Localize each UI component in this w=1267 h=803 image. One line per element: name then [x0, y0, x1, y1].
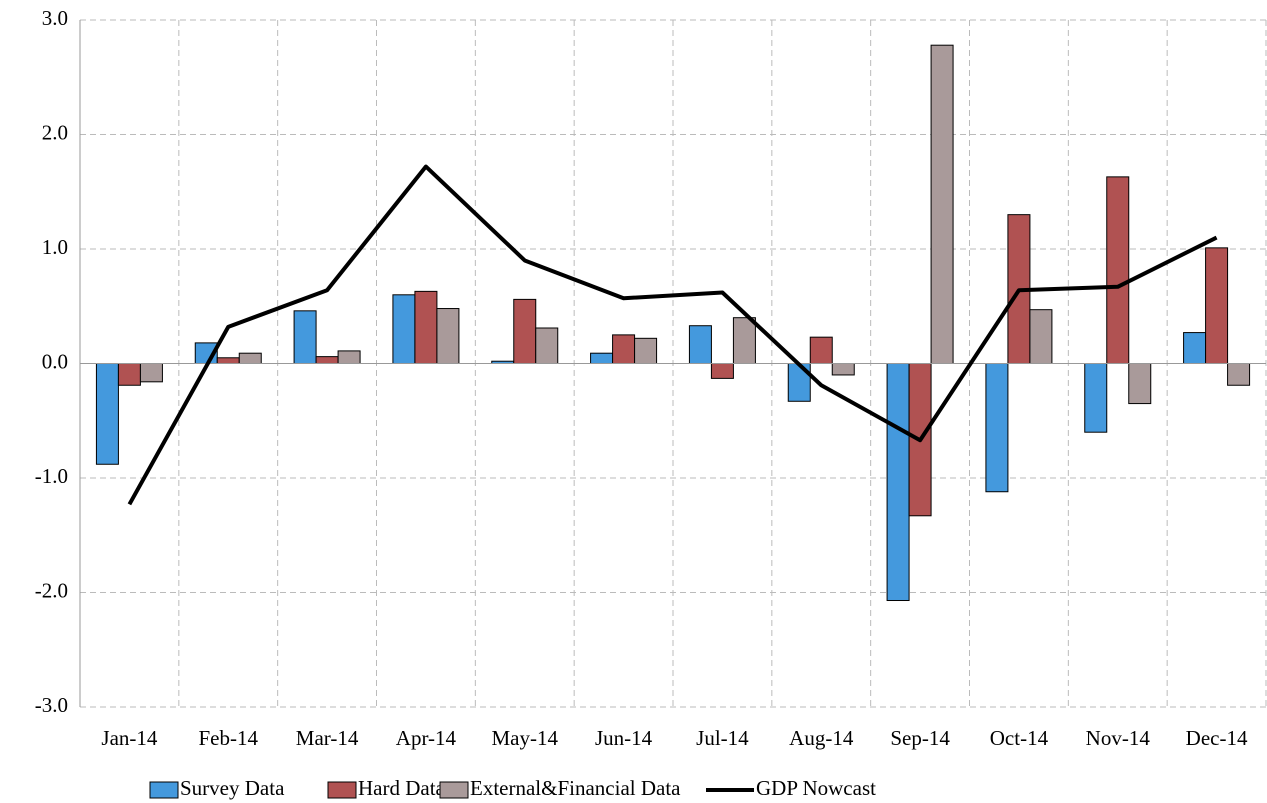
x-tick-label: Oct-14 [990, 726, 1049, 750]
bar [1128, 363, 1152, 405]
bar [930, 44, 954, 364]
bar [1183, 332, 1207, 364]
x-tick-label: Sep-14 [890, 726, 950, 750]
x-tick-label: Jun-14 [595, 726, 653, 750]
line [127, 164, 1218, 506]
y-tick-label: 2.0 [42, 120, 68, 144]
bar [1106, 176, 1130, 364]
bar [95, 363, 119, 465]
x-tick-label: Feb-14 [199, 726, 259, 750]
x-tick-label: Jan-14 [101, 726, 157, 750]
bar [831, 363, 855, 376]
bar [315, 356, 339, 365]
x-tick-label: Jul-14 [696, 726, 749, 750]
bar [117, 363, 141, 386]
x-tick-label: Mar-14 [296, 726, 359, 750]
bar [710, 363, 734, 379]
y-tick-label: 0.0 [42, 349, 68, 373]
x-tick-label: Nov-14 [1086, 726, 1151, 750]
bar [612, 334, 636, 364]
bar [809, 336, 833, 365]
bar [886, 363, 910, 602]
bar [590, 352, 614, 365]
y-tick-label: 3.0 [42, 6, 68, 30]
bar [535, 327, 559, 365]
bar [1227, 363, 1251, 386]
y-tick-label: -1.0 [35, 464, 68, 488]
bar [216, 357, 240, 364]
y-tick-label: -3.0 [35, 693, 68, 717]
bar [634, 337, 658, 364]
legend-label: GDP Nowcast [756, 776, 876, 800]
bar [688, 325, 712, 364]
legend-label: Hard Data [358, 776, 446, 800]
bar [238, 352, 262, 365]
bar [337, 350, 361, 364]
bar [1084, 363, 1108, 433]
legend-label: External&Financial Data [470, 776, 681, 800]
bar [293, 310, 317, 364]
x-tick-label: May-14 [492, 726, 559, 750]
y-tick-label: 1.0 [42, 235, 68, 259]
legend-swatch [439, 781, 469, 799]
x-tick-label: Apr-14 [396, 726, 457, 750]
x-tick-label: Aug-14 [789, 726, 854, 750]
legend-swatch [327, 781, 357, 799]
bar [1029, 309, 1053, 364]
legend-swatch [149, 781, 179, 799]
bar [1205, 247, 1229, 364]
bar [985, 363, 1009, 493]
bar [139, 363, 163, 383]
y-tick-label: -2.0 [35, 578, 68, 602]
bar [513, 298, 537, 365]
bar [392, 294, 416, 364]
x-tick-label: Dec-14 [1186, 726, 1248, 750]
legend-label: Survey Data [180, 776, 285, 800]
bar [436, 308, 460, 365]
bar [732, 317, 756, 365]
bar [414, 290, 438, 364]
